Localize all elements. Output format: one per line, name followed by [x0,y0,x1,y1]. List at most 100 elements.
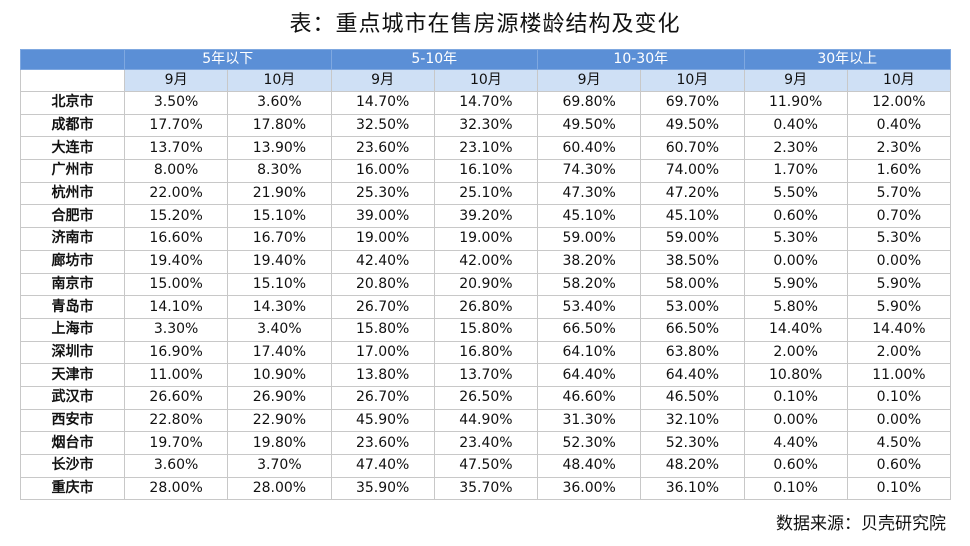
value-cell: 58.00% [640,272,745,297]
value-cell: 47.50% [433,454,539,478]
value-cell: 35.70% [433,476,539,501]
value-cell: 23.40% [433,431,539,455]
table-row: 北京市 3.50% 3.60% 14.70% 14.70% 69.80% 69.70% 11.… [20,91,952,115]
month-header: 10月 [640,69,745,92]
group-header-row: 5年以下 5-10年 10-30年 30年以上 [20,49,952,70]
city-cell: 上海市 [20,317,125,342]
value-cell: 19.70% [123,431,229,455]
table-row: 廊坊市 19.40% 19.40% 42.40% 42.00% 38.20% 38.50% 0… [20,249,952,274]
value-cell: 11.00% [846,363,952,387]
value-cell: 5.70% [846,181,952,206]
value-cell: 32.10% [640,408,745,433]
value-cell: 14.30% [227,295,332,319]
value-cell: 2.00% [743,340,848,365]
value-cell: 47.20% [640,181,745,206]
value-cell: 5.80% [743,295,848,319]
value-cell: 3.60% [227,91,332,115]
value-cell: 12.00% [846,91,952,115]
value-cell: 2.30% [846,136,952,161]
value-cell: 39.20% [433,204,539,229]
table-row: 重庆市 28.00% 28.00% 35.90% 35.70% 36.00% 36.10% 0… [20,476,952,501]
value-cell: 3.40% [227,317,332,342]
value-cell: 48.40% [537,454,642,478]
value-cell: 3.50% [123,91,229,115]
city-cell: 北京市 [20,91,125,115]
value-cell: 38.20% [537,249,642,274]
value-cell: 45.10% [640,204,745,229]
value-cell: 66.50% [537,317,642,342]
value-cell: 14.40% [743,317,848,342]
table-body: 北京市 3.50% 3.60% 14.70% 14.70% 69.80% 69.70% 11.… [20,91,952,501]
table-row: 深圳市 16.90% 17.40% 17.00% 16.80% 64.10% 63.80% 2… [20,340,952,365]
city-cell: 深圳市 [20,340,125,365]
month-header: 10月 [846,69,952,92]
value-cell: 19.00% [330,227,435,251]
value-cell: 64.40% [537,363,642,387]
value-cell: 17.40% [227,340,332,365]
value-cell: 63.80% [640,340,745,365]
value-cell: 60.70% [640,136,745,161]
city-cell: 成都市 [20,113,125,138]
value-cell: 38.50% [640,249,745,274]
value-cell: 0.70% [846,204,952,229]
table-row: 南京市 15.00% 15.10% 20.80% 20.90% 58.20% 58.00% 5… [20,272,952,297]
value-cell: 49.50% [640,113,745,138]
city-cell: 烟台市 [20,431,125,455]
value-cell: 45.10% [537,204,642,229]
value-cell: 14.40% [846,317,952,342]
value-cell: 59.00% [640,227,745,251]
value-cell: 23.10% [433,136,539,161]
value-cell: 35.90% [330,476,435,501]
value-cell: 3.60% [123,454,229,478]
value-cell: 1.60% [846,159,952,183]
value-cell: 0.40% [743,113,848,138]
group-header: 10-30年 [537,49,745,70]
value-cell: 3.70% [227,454,332,478]
value-cell: 5.50% [743,181,848,206]
value-cell: 31.30% [537,408,642,433]
value-cell: 5.90% [743,272,848,297]
group-header: 5-10年 [330,49,539,70]
table-row: 西安市 22.80% 22.90% 45.90% 44.90% 31.30% 32.10% 0… [20,408,952,433]
value-cell: 45.90% [330,408,435,433]
value-cell: 0.10% [846,476,952,501]
value-cell: 22.90% [227,408,332,433]
value-cell: 23.60% [330,136,435,161]
value-cell: 14.70% [433,91,539,115]
value-cell: 0.60% [743,204,848,229]
value-cell: 48.20% [640,454,745,478]
table-row: 青岛市 14.10% 14.30% 26.70% 26.80% 53.40% 53.00% 5… [20,295,952,319]
value-cell: 8.30% [227,159,332,183]
value-cell: 16.90% [123,340,229,365]
month-header: 9月 [743,69,848,92]
table-title: 表：重点城市在售房源楼龄结构及变化 [289,12,681,37]
value-cell: 53.40% [537,295,642,319]
value-cell: 0.60% [743,454,848,478]
value-cell: 46.50% [640,385,745,410]
value-cell: 53.00% [640,295,745,319]
value-cell: 13.90% [227,136,332,161]
value-cell: 0.00% [743,249,848,274]
value-cell: 4.40% [743,431,848,455]
city-cell: 廊坊市 [20,249,125,274]
city-cell: 南京市 [20,272,125,297]
value-cell: 69.80% [537,91,642,115]
value-cell: 46.60% [537,385,642,410]
value-cell: 0.40% [846,113,952,138]
corner-cell [20,69,125,92]
table-row: 广州市 8.00% 8.30% 16.00% 16.10% 74.30% 74.00% 1.7… [20,159,952,183]
value-cell: 10.80% [743,363,848,387]
value-cell: 15.10% [227,272,332,297]
value-cell: 2.00% [846,340,952,365]
value-cell: 25.10% [433,181,539,206]
value-cell: 15.80% [433,317,539,342]
value-cell: 0.00% [846,408,952,433]
value-cell: 11.90% [743,91,848,115]
table-row: 上海市 3.30% 3.40% 15.80% 15.80% 66.50% 66.50% 14.… [20,317,952,342]
value-cell: 19.40% [227,249,332,274]
value-cell: 36.10% [640,476,745,501]
value-cell: 15.00% [123,272,229,297]
value-cell: 39.00% [330,204,435,229]
value-cell: 26.90% [227,385,332,410]
city-cell: 济南市 [20,227,125,251]
